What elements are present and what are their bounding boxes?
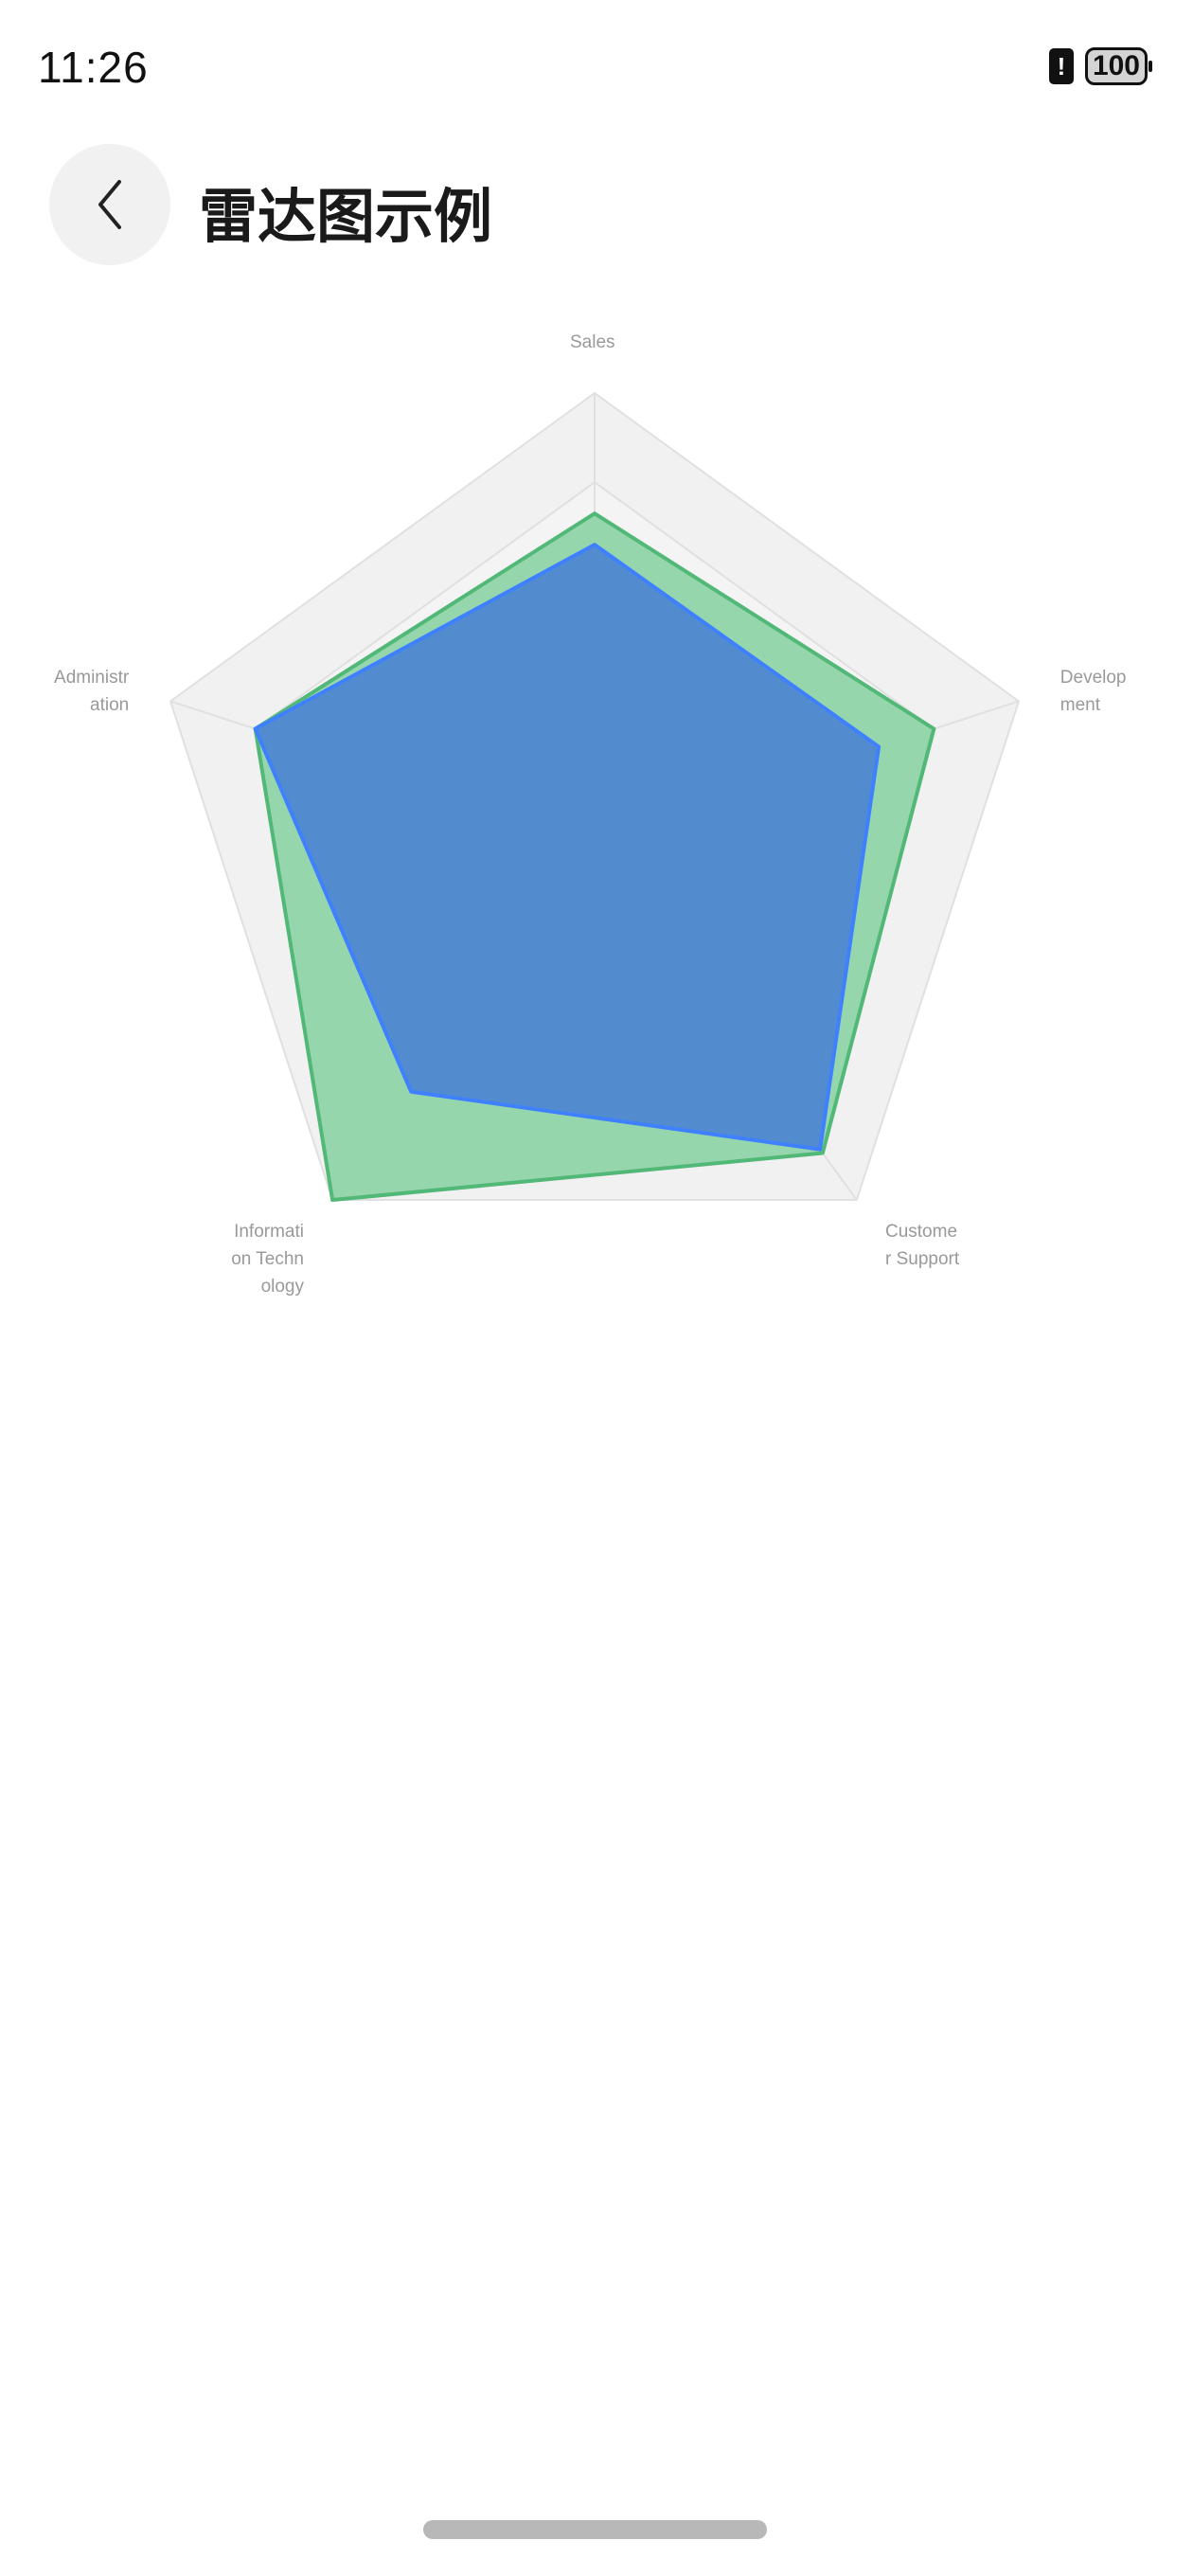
axis-label: Sales <box>570 332 615 353</box>
status-icons: ! 100 <box>1048 47 1153 85</box>
axis-label: Development <box>1059 667 1127 715</box>
back-button[interactable] <box>49 144 170 265</box>
battery-icon: 100 <box>1084 47 1153 85</box>
axis-label: Information Technology <box>231 1221 304 1297</box>
home-indicator[interactable] <box>423 2520 767 2539</box>
axis-label: Administration <box>54 667 130 715</box>
page-title: 雷达图示例 <box>199 182 493 251</box>
axis-label: Customer Support <box>884 1221 960 1269</box>
radar-chart <box>169 391 1021 1203</box>
sim-alert-icon: ! <box>1048 48 1074 84</box>
status-time: 11:26 <box>38 43 149 92</box>
chevron-left-icon <box>98 180 121 229</box>
series-2-area <box>253 543 881 1152</box>
